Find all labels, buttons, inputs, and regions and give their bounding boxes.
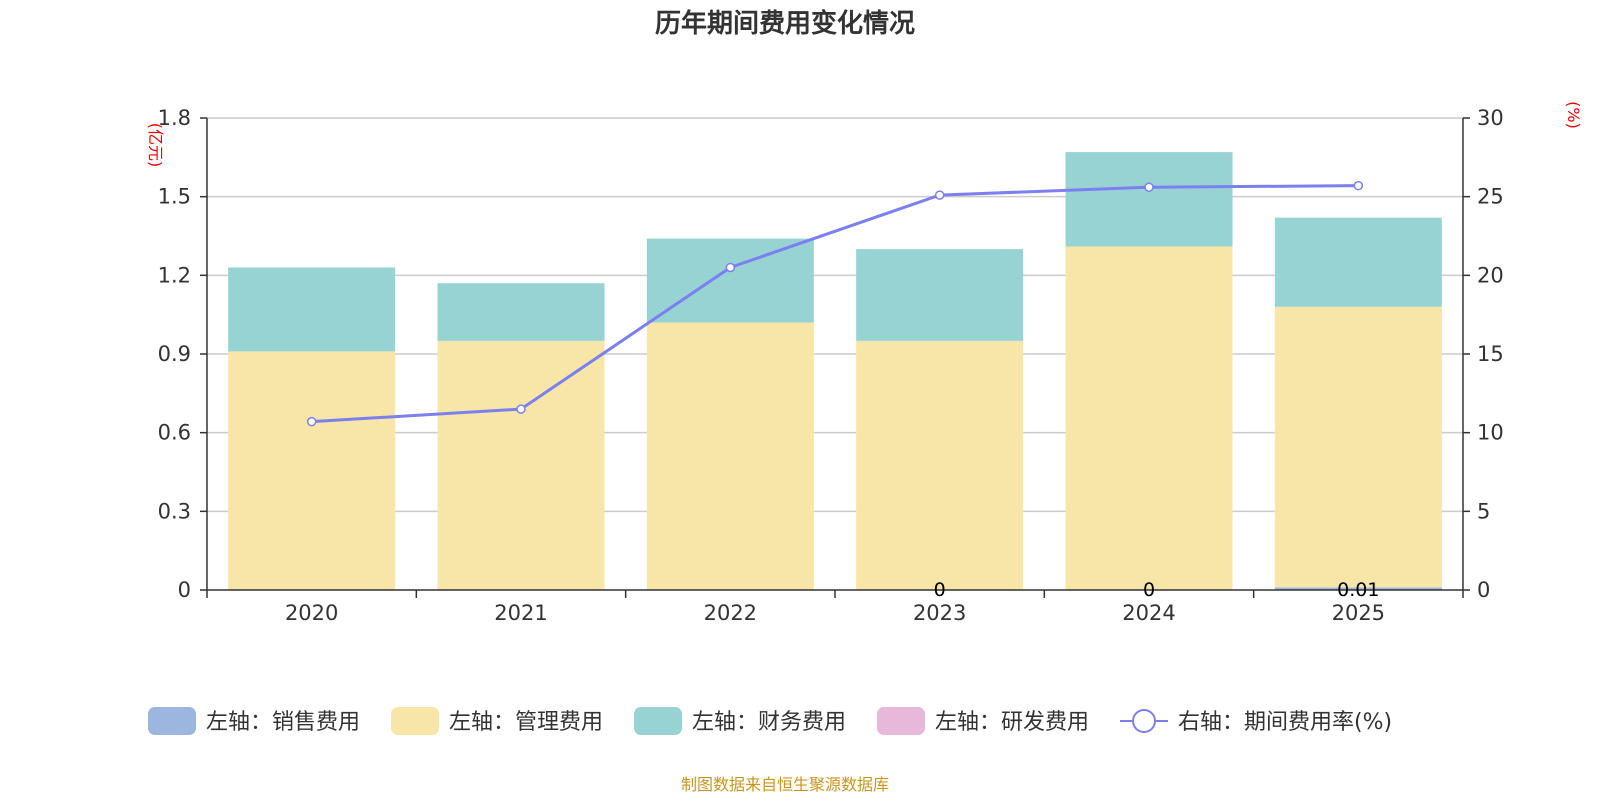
legend-swatch xyxy=(391,707,439,735)
source-note: 制图数据来自恒生聚源数据库 xyxy=(681,775,889,794)
legend-swatch xyxy=(148,707,196,735)
bar-segment xyxy=(856,249,1024,341)
legend-swatch xyxy=(877,707,925,735)
right-tick-label: 25 xyxy=(1477,185,1504,209)
bar-segment xyxy=(646,322,814,590)
chart-title: 历年期间费用变化情况 xyxy=(655,8,915,39)
left-tick-label: 1.8 xyxy=(158,106,191,130)
x-tick-label: 2020 xyxy=(285,601,338,625)
bar-segment xyxy=(1065,246,1233,590)
bar-segment xyxy=(856,340,1024,590)
rate-line xyxy=(311,184,1359,424)
rate-point xyxy=(1353,180,1364,191)
bar-segment xyxy=(1274,217,1442,307)
left-tick-label: 0.6 xyxy=(158,421,191,445)
rate-point xyxy=(516,404,526,414)
legend-label: 左轴：财务费用 xyxy=(692,710,846,735)
right-tick-label: 30 xyxy=(1477,106,1504,130)
legend-label: 右轴：期间费用率(%) xyxy=(1178,710,1392,735)
bar-segment xyxy=(646,238,814,323)
right-tick-label: 15 xyxy=(1477,342,1504,366)
gridlines xyxy=(207,117,1463,513)
right-tick-label: 10 xyxy=(1477,421,1504,445)
left-tick-label: 0.9 xyxy=(158,342,191,366)
x-tick-label: 2023 xyxy=(913,601,966,625)
legend-marker xyxy=(1132,709,1156,733)
right-tick-label: 5 xyxy=(1477,499,1490,523)
rate-point xyxy=(306,416,317,427)
right-axis-unit: (%) xyxy=(1564,101,1583,129)
legend-label: 左轴：研发费用 xyxy=(935,710,1089,735)
bar-segment xyxy=(228,267,396,352)
bar-segment xyxy=(437,283,605,341)
rate-point xyxy=(725,262,736,273)
data-label: 0 xyxy=(934,579,946,601)
left-tick-label: 0 xyxy=(178,578,191,602)
legend-label: 左轴：销售费用 xyxy=(206,710,360,735)
bar-segment xyxy=(228,351,396,590)
left-tick-label: 0.3 xyxy=(158,499,191,523)
x-tick-label: 2021 xyxy=(494,601,547,625)
rate-point xyxy=(1144,182,1154,192)
left-tick-label: 1.5 xyxy=(158,185,191,209)
bar-segment xyxy=(1274,587,1442,590)
data-label: 0 xyxy=(1143,579,1155,601)
legend: 左轴：销售费用 左轴：管理费用 左轴：财务费用 左轴：研发费用 右轴：期间费用率(%) xyxy=(148,707,1392,735)
x-tick-label: 2022 xyxy=(704,601,757,625)
bar-series xyxy=(228,152,1442,590)
data-labels: 0 0 0.01 xyxy=(934,579,1380,601)
right-tick-label: 20 xyxy=(1477,263,1504,287)
data-label: 0.01 xyxy=(1337,579,1379,601)
left-axis-unit: (亿元) xyxy=(146,123,165,168)
right-tick-label: 0 xyxy=(1477,578,1490,602)
line-series xyxy=(306,180,1364,427)
legend-swatch xyxy=(634,707,682,735)
left-tick-label: 1.2 xyxy=(158,263,191,287)
legend-label: 左轴：管理费用 xyxy=(449,710,603,735)
bar-segment xyxy=(437,340,605,590)
x-tick-label: 2025 xyxy=(1332,601,1385,625)
x-tick-label: 2024 xyxy=(1122,601,1175,625)
bar-segment xyxy=(1065,152,1233,247)
bar-segment xyxy=(1274,306,1442,588)
rate-point xyxy=(934,190,945,200)
